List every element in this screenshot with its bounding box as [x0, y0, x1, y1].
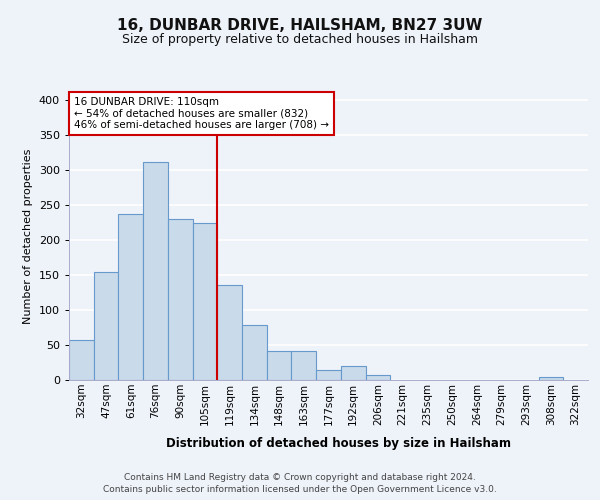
Bar [316, 370, 341, 380]
Text: 16 DUNBAR DRIVE: 110sqm
← 54% of detached houses are smaller (832)
46% of semi-d: 16 DUNBAR DRIVE: 110sqm ← 54% of detache… [74, 97, 329, 130]
Bar [267, 351, 292, 380]
Text: 16, DUNBAR DRIVE, HAILSHAM, BN27 3UW: 16, DUNBAR DRIVE, HAILSHAM, BN27 3UW [118, 18, 482, 32]
Bar [143, 162, 168, 380]
Bar [217, 286, 242, 380]
Bar [193, 223, 217, 380]
Bar [365, 375, 390, 380]
Bar [118, 214, 143, 380]
Bar [242, 324, 267, 380]
Text: Size of property relative to detached houses in Hailsham: Size of property relative to detached ho… [122, 32, 478, 46]
Text: Contains HM Land Registry data © Crown copyright and database right 2024.: Contains HM Land Registry data © Crown c… [124, 472, 476, 482]
Bar [341, 366, 365, 380]
Text: Contains public sector information licensed under the Open Government Licence v3: Contains public sector information licen… [103, 485, 497, 494]
Y-axis label: Number of detached properties: Number of detached properties [23, 148, 33, 324]
Bar [292, 350, 316, 380]
Bar [539, 377, 563, 380]
Bar [168, 218, 193, 380]
Bar [69, 340, 94, 380]
Bar [94, 272, 118, 380]
Text: Distribution of detached houses by size in Hailsham: Distribution of detached houses by size … [166, 438, 511, 450]
